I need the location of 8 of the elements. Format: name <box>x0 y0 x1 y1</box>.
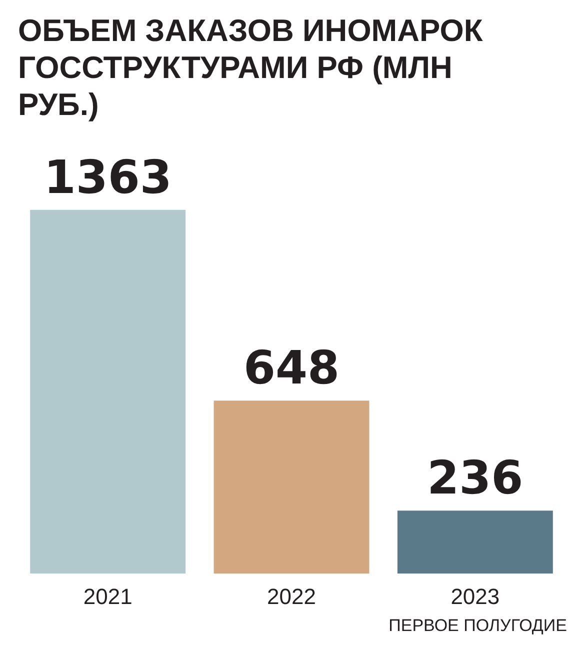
x-tick-label: 2022 <box>267 584 316 609</box>
chart-title: ОБЪЕМ ЗАКАЗОВ ИНОМАРОК ГОССТРУКТУРАМИ РФ (МЛН РУБ.) <box>18 12 484 123</box>
data-label: 1363 <box>44 150 172 204</box>
data-label: 648 <box>243 340 340 395</box>
text: ПЕРВОЕ ПОЛУГОДИЕ <box>388 616 567 636</box>
data-label: 236 <box>427 450 524 505</box>
x-tick-label: 2023 <box>450 584 500 609</box>
x-tick-label: 2021 <box>83 584 132 609</box>
